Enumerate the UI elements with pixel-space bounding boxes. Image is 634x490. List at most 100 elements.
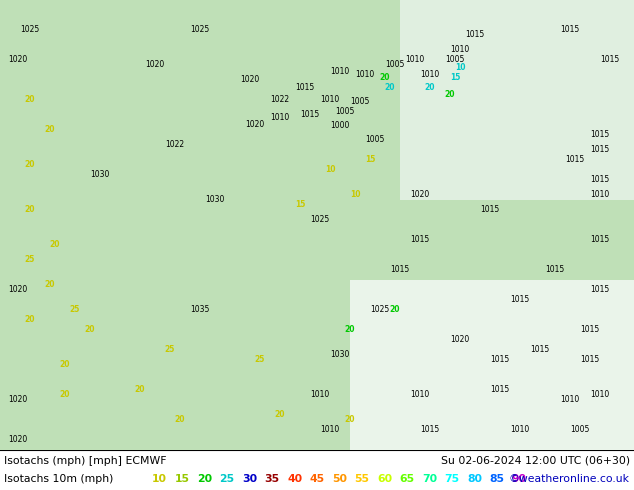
Text: 1010: 1010 [410, 391, 430, 399]
Text: 1015: 1015 [600, 55, 619, 65]
Text: 1020: 1020 [240, 75, 260, 84]
Text: 1020: 1020 [450, 335, 470, 344]
Text: 50: 50 [332, 474, 347, 484]
Text: 1020: 1020 [8, 285, 28, 294]
Text: 1030: 1030 [90, 171, 110, 179]
Text: 40: 40 [287, 474, 302, 484]
Text: 1010: 1010 [311, 391, 330, 399]
Text: Isotachs (mph) [mph] ECMWF: Isotachs (mph) [mph] ECMWF [4, 456, 167, 466]
Text: 1015: 1015 [580, 355, 600, 365]
Text: 20: 20 [385, 83, 395, 93]
Text: 45: 45 [309, 474, 325, 484]
Text: 15: 15 [174, 474, 190, 484]
Text: 20: 20 [49, 241, 60, 249]
Text: 20: 20 [135, 385, 145, 394]
Text: 1020: 1020 [8, 435, 28, 444]
Text: 1020: 1020 [245, 121, 264, 129]
Text: 20: 20 [345, 325, 355, 334]
Text: 1010: 1010 [320, 425, 340, 434]
Text: 20: 20 [25, 205, 36, 215]
Text: 1010: 1010 [270, 114, 290, 122]
Text: 1010: 1010 [420, 71, 439, 79]
Text: 25: 25 [255, 355, 265, 365]
Text: 35: 35 [264, 474, 280, 484]
Text: 1005: 1005 [351, 98, 370, 106]
Text: 20: 20 [25, 160, 36, 170]
Text: 20: 20 [60, 360, 70, 369]
Text: 70: 70 [422, 474, 437, 484]
Text: 1005: 1005 [445, 55, 465, 65]
Text: 1030: 1030 [205, 196, 224, 204]
Text: 1010: 1010 [330, 68, 349, 76]
Text: 1025: 1025 [370, 305, 390, 315]
Text: 80: 80 [467, 474, 482, 484]
Text: 1015: 1015 [490, 385, 510, 394]
Text: Su 02-06-2024 12:00 UTC (06+30): Su 02-06-2024 12:00 UTC (06+30) [441, 456, 630, 466]
Text: 90: 90 [512, 474, 527, 484]
Text: 1015: 1015 [391, 266, 410, 274]
Text: 1015: 1015 [590, 285, 610, 294]
Text: 1015: 1015 [590, 235, 610, 245]
Text: 1025: 1025 [20, 25, 39, 34]
Text: 1020: 1020 [8, 55, 28, 65]
Text: 1015: 1015 [410, 235, 430, 245]
Text: 15: 15 [450, 74, 460, 82]
Text: 20: 20 [390, 305, 400, 315]
Text: 1015: 1015 [590, 175, 610, 184]
Text: 1022: 1022 [271, 96, 290, 104]
Text: 1015: 1015 [545, 266, 565, 274]
Text: 25: 25 [70, 305, 80, 315]
Text: 25: 25 [165, 345, 175, 354]
Text: 60: 60 [377, 474, 392, 484]
Text: 15: 15 [365, 155, 375, 165]
Text: 1000: 1000 [330, 122, 350, 130]
Text: 1015: 1015 [560, 25, 579, 34]
Text: 1015: 1015 [510, 295, 529, 304]
Text: 20: 20 [345, 416, 355, 424]
Text: 1015: 1015 [301, 110, 320, 120]
Text: 1020: 1020 [410, 191, 430, 199]
Text: 1025: 1025 [190, 25, 210, 34]
Text: 1015: 1015 [490, 355, 510, 365]
Text: 1010: 1010 [510, 425, 529, 434]
Text: 75: 75 [444, 474, 460, 484]
Text: 1005: 1005 [571, 425, 590, 434]
Text: Isotachs 10m (mph): Isotachs 10m (mph) [4, 474, 113, 484]
Text: 20: 20 [425, 83, 436, 93]
Text: 30: 30 [242, 474, 257, 484]
Text: 1010: 1010 [356, 71, 375, 79]
Text: 20: 20 [85, 325, 95, 334]
Text: 1005: 1005 [385, 60, 404, 70]
Text: 1030: 1030 [330, 350, 350, 359]
Text: 1015: 1015 [295, 83, 314, 93]
Text: 1010: 1010 [405, 55, 425, 65]
Text: 1015: 1015 [580, 325, 600, 334]
Text: ©weatheronline.co.uk: ©weatheronline.co.uk [509, 474, 630, 484]
Text: 20: 20 [275, 410, 285, 419]
Text: 1020: 1020 [145, 60, 165, 70]
Text: 1020: 1020 [8, 395, 28, 404]
Text: 1010: 1010 [450, 46, 470, 54]
Text: 85: 85 [489, 474, 505, 484]
Text: 20: 20 [175, 416, 185, 424]
Text: 1010: 1010 [560, 395, 579, 404]
Text: 10: 10 [455, 64, 465, 73]
Text: 20: 20 [60, 391, 70, 399]
Text: 20: 20 [380, 74, 391, 82]
Text: 1015: 1015 [465, 30, 484, 40]
Text: 20: 20 [25, 96, 36, 104]
Text: 1015: 1015 [481, 205, 500, 215]
Text: 1010: 1010 [590, 191, 610, 199]
Text: 1015: 1015 [420, 425, 439, 434]
Text: 10: 10 [152, 474, 167, 484]
Text: 20: 20 [45, 125, 55, 134]
Text: 10: 10 [325, 166, 335, 174]
Text: 1025: 1025 [311, 216, 330, 224]
Text: 1005: 1005 [335, 107, 354, 117]
Text: 20: 20 [444, 91, 455, 99]
Text: 10: 10 [350, 191, 360, 199]
Text: 1035: 1035 [190, 305, 210, 315]
Text: 1015: 1015 [590, 130, 610, 140]
Text: 1010: 1010 [320, 96, 340, 104]
Text: 1015: 1015 [566, 155, 585, 165]
